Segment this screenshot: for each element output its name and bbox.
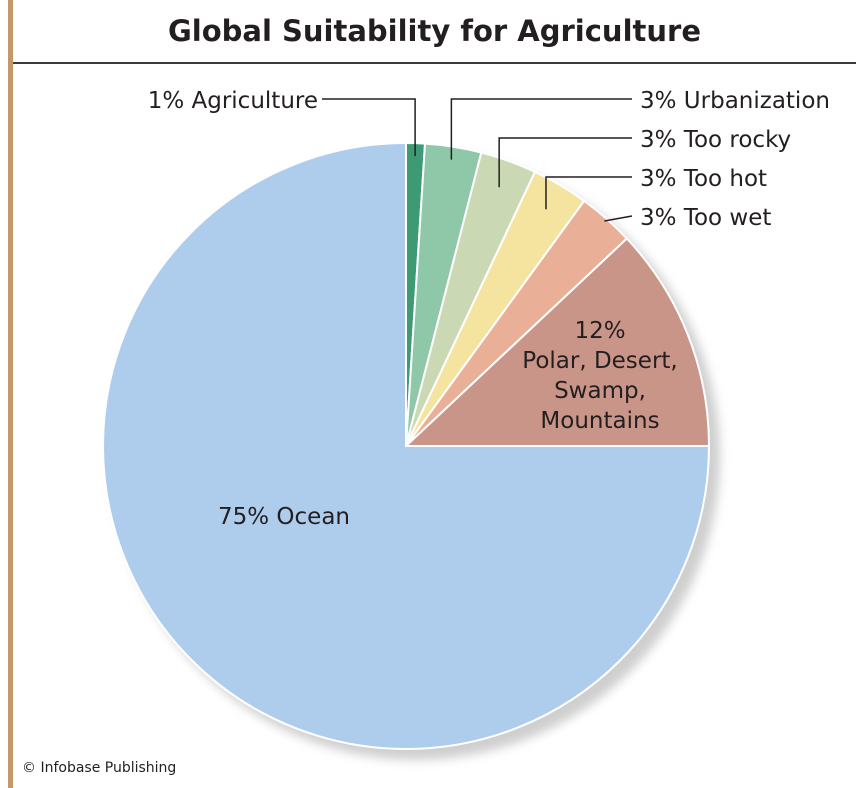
data-label-too-rocky: 3% Too rocky bbox=[640, 127, 791, 153]
data-label-polar-desert-swamp-mountains: 12% Polar, Desert, Swamp, Mountains bbox=[522, 318, 677, 434]
data-label-agriculture: 1% Agriculture bbox=[148, 88, 318, 114]
leader-line-too-rocky bbox=[498, 137, 632, 188]
leader-line-urbanization bbox=[450, 98, 632, 160]
pie-slice-ocean bbox=[102, 141, 711, 750]
data-label-urbanization: 3% Urbanization bbox=[640, 88, 830, 114]
title-divider bbox=[13, 62, 856, 64]
leader-line-agriculture bbox=[322, 98, 416, 157]
leader-line-too-wet bbox=[604, 215, 633, 222]
copyright-notice: © Infobase Publishing bbox=[22, 760, 177, 776]
frame-border bbox=[8, 0, 13, 788]
data-label-ocean: 75% Ocean bbox=[218, 504, 350, 530]
leader-line-too-hot bbox=[545, 176, 632, 210]
pie-slice-polar-desert-swamp-mountains bbox=[403, 237, 711, 447]
data-label-too-wet: 3% Too wet bbox=[640, 205, 771, 231]
chart-title: Global Suitability for Agriculture bbox=[167, 14, 702, 48]
data-label-too-hot: 3% Too hot bbox=[640, 166, 767, 192]
